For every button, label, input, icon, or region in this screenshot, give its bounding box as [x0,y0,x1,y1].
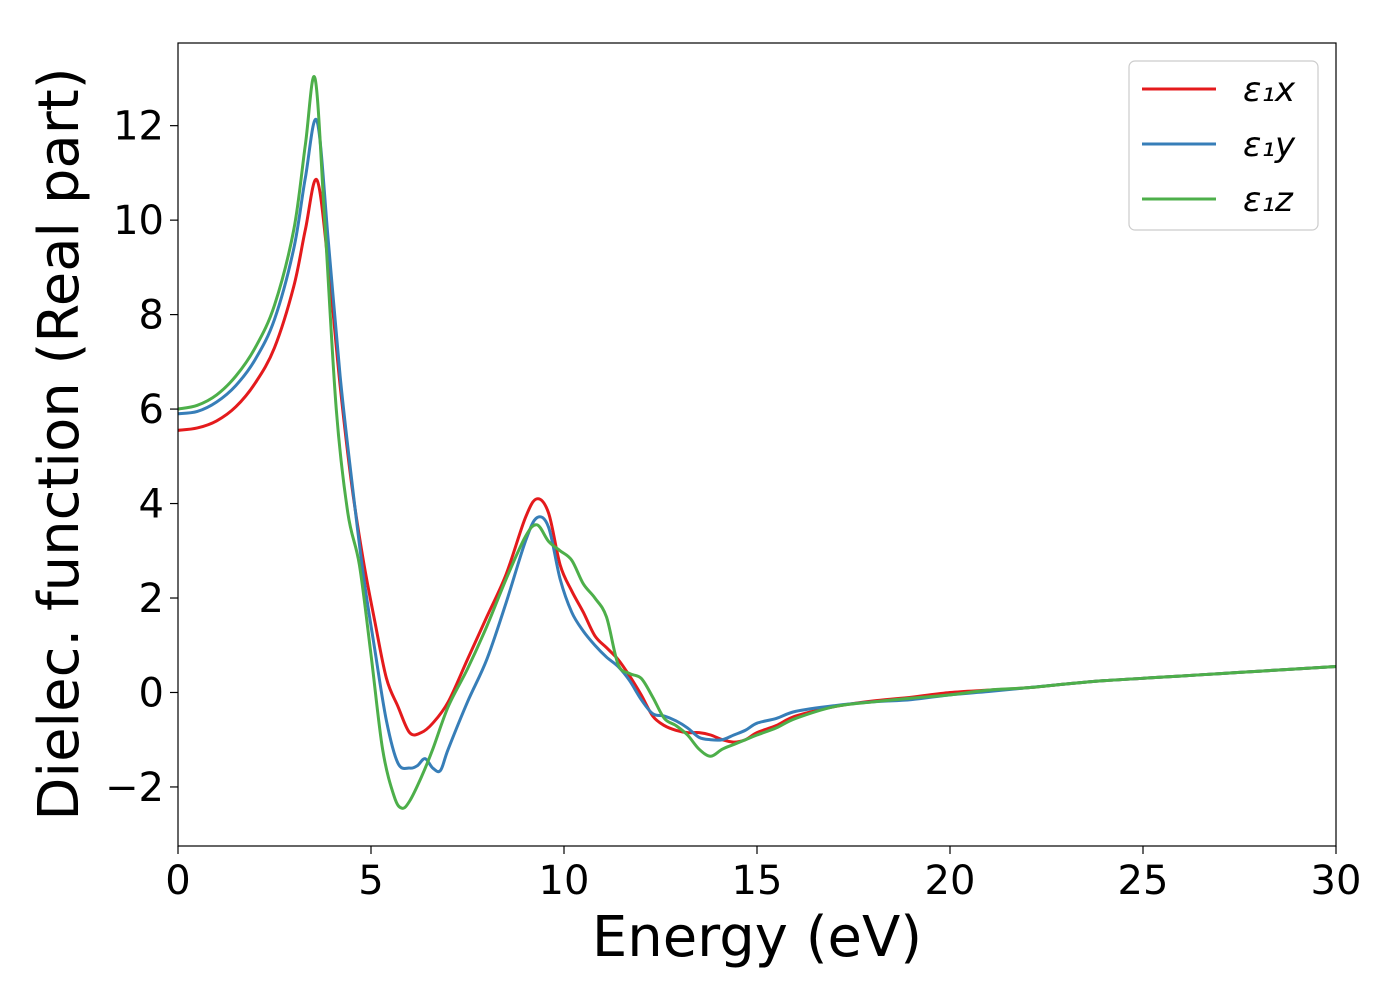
x-tick-label: 10 [539,858,590,904]
y-tick-label: 10 [113,198,164,244]
y-tick-label: −2 [105,765,164,811]
y-tick-label: 12 [113,104,164,150]
series-line-3 [178,75,1336,810]
y-tick-label: 2 [139,576,164,622]
x-axis-label: Energy (eV) [592,905,922,970]
legend-label-2: ε₁y [1243,125,1296,165]
y-tick-label: 6 [139,387,164,433]
x-tick-label: 5 [358,858,383,904]
x-tick-label: 15 [732,858,783,904]
x-tick-label: 0 [165,858,190,904]
y-tick-label: 8 [139,293,164,339]
x-tick-label: 30 [1311,858,1362,904]
legend-label-3: ε₁z [1243,180,1294,220]
x-tick-label: 20 [925,858,976,904]
y-axis-ticks: −2 0 2 4 6 8 10 12 [105,104,178,811]
y-tick-label: 0 [139,670,164,716]
legend-frame [1128,60,1319,231]
plot-area [178,75,1336,810]
x-tick-label: 25 [1118,858,1169,904]
legend-label-1: ε₁x [1243,70,1296,110]
y-axis-label: Dielec. function (Real part) [27,67,92,820]
x-axis-ticks: 0 5 10 15 20 25 30 [165,846,1361,904]
legend: ε₁x ε₁y ε₁z [1128,60,1319,231]
y-tick-label: 4 [139,482,164,528]
